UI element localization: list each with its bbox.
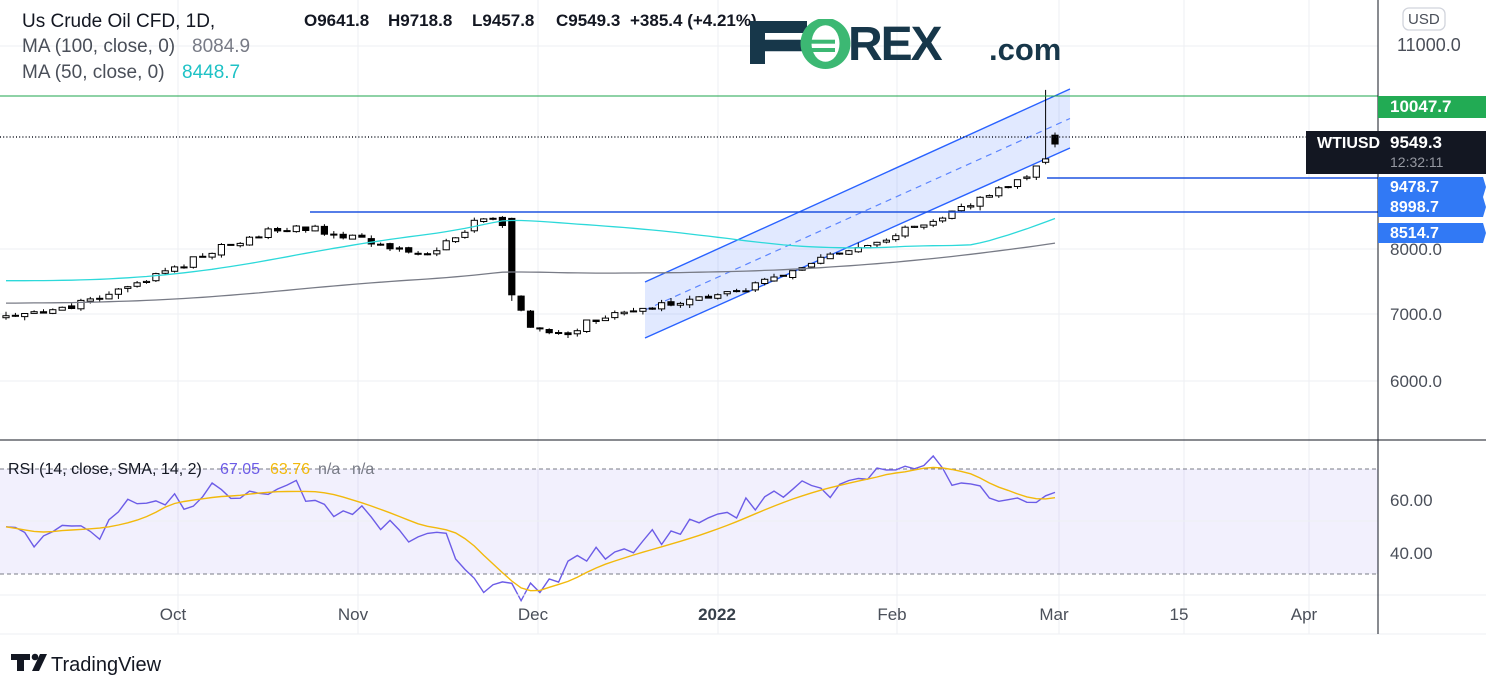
svg-text:Dec: Dec xyxy=(518,605,549,624)
svg-text:Mar: Mar xyxy=(1039,605,1069,624)
svg-text:Nov: Nov xyxy=(338,605,369,624)
svg-text:8514.7: 8514.7 xyxy=(1390,225,1439,242)
svg-text:REX: REX xyxy=(848,19,943,71)
svg-text:2022: 2022 xyxy=(698,605,736,624)
svg-text:67.05: 67.05 xyxy=(220,461,260,478)
svg-text:C9549.3: C9549.3 xyxy=(556,11,620,30)
svg-text:11000.0: 11000.0 xyxy=(1397,35,1461,55)
svg-text:15: 15 xyxy=(1170,605,1189,624)
svg-text:8998.7: 8998.7 xyxy=(1390,199,1439,216)
svg-text:L9457.8: L9457.8 xyxy=(472,11,534,30)
svg-text:O9641.8: O9641.8 xyxy=(304,11,369,30)
svg-text:WTIUSD: WTIUSD xyxy=(1317,135,1380,152)
svg-text:+385.4 (+4.21%): +385.4 (+4.21%) xyxy=(630,11,757,30)
svg-text:40.00: 40.00 xyxy=(1390,544,1433,563)
svg-text:10047.7: 10047.7 xyxy=(1390,97,1451,116)
svg-text:MA (100, close, 0): MA (100, close, 0) xyxy=(22,36,175,57)
svg-text:8084.9: 8084.9 xyxy=(192,36,250,57)
svg-text:n/a: n/a xyxy=(352,461,374,478)
svg-text:7000.0: 7000.0 xyxy=(1390,305,1442,324)
svg-text:9478.7: 9478.7 xyxy=(1390,179,1439,196)
svg-text:n/a: n/a xyxy=(318,461,340,478)
svg-text:Us Crude Oil CFD, 1D,: Us Crude Oil CFD, 1D, xyxy=(22,11,215,32)
svg-text:USD: USD xyxy=(1408,11,1440,28)
svg-text:60.00: 60.00 xyxy=(1390,491,1433,510)
svg-text:TradingView: TradingView xyxy=(51,654,162,676)
svg-text:6000.0: 6000.0 xyxy=(1390,372,1442,391)
svg-text:RSI (14, close, SMA, 14, 2): RSI (14, close, SMA, 14, 2) xyxy=(8,461,202,478)
svg-text:MA (50, close, 0): MA (50, close, 0) xyxy=(22,62,165,83)
svg-text:12:32:11: 12:32:11 xyxy=(1390,154,1444,170)
svg-text:63.76: 63.76 xyxy=(270,461,310,478)
svg-text:.com: .com xyxy=(989,32,1061,67)
svg-text:8448.7: 8448.7 xyxy=(182,62,240,83)
svg-text:Apr: Apr xyxy=(1291,605,1318,624)
svg-text:Oct: Oct xyxy=(160,605,187,624)
svg-text:H9718.8: H9718.8 xyxy=(388,11,452,30)
svg-text:9549.3: 9549.3 xyxy=(1390,133,1442,152)
svg-text:Feb: Feb xyxy=(877,605,906,624)
